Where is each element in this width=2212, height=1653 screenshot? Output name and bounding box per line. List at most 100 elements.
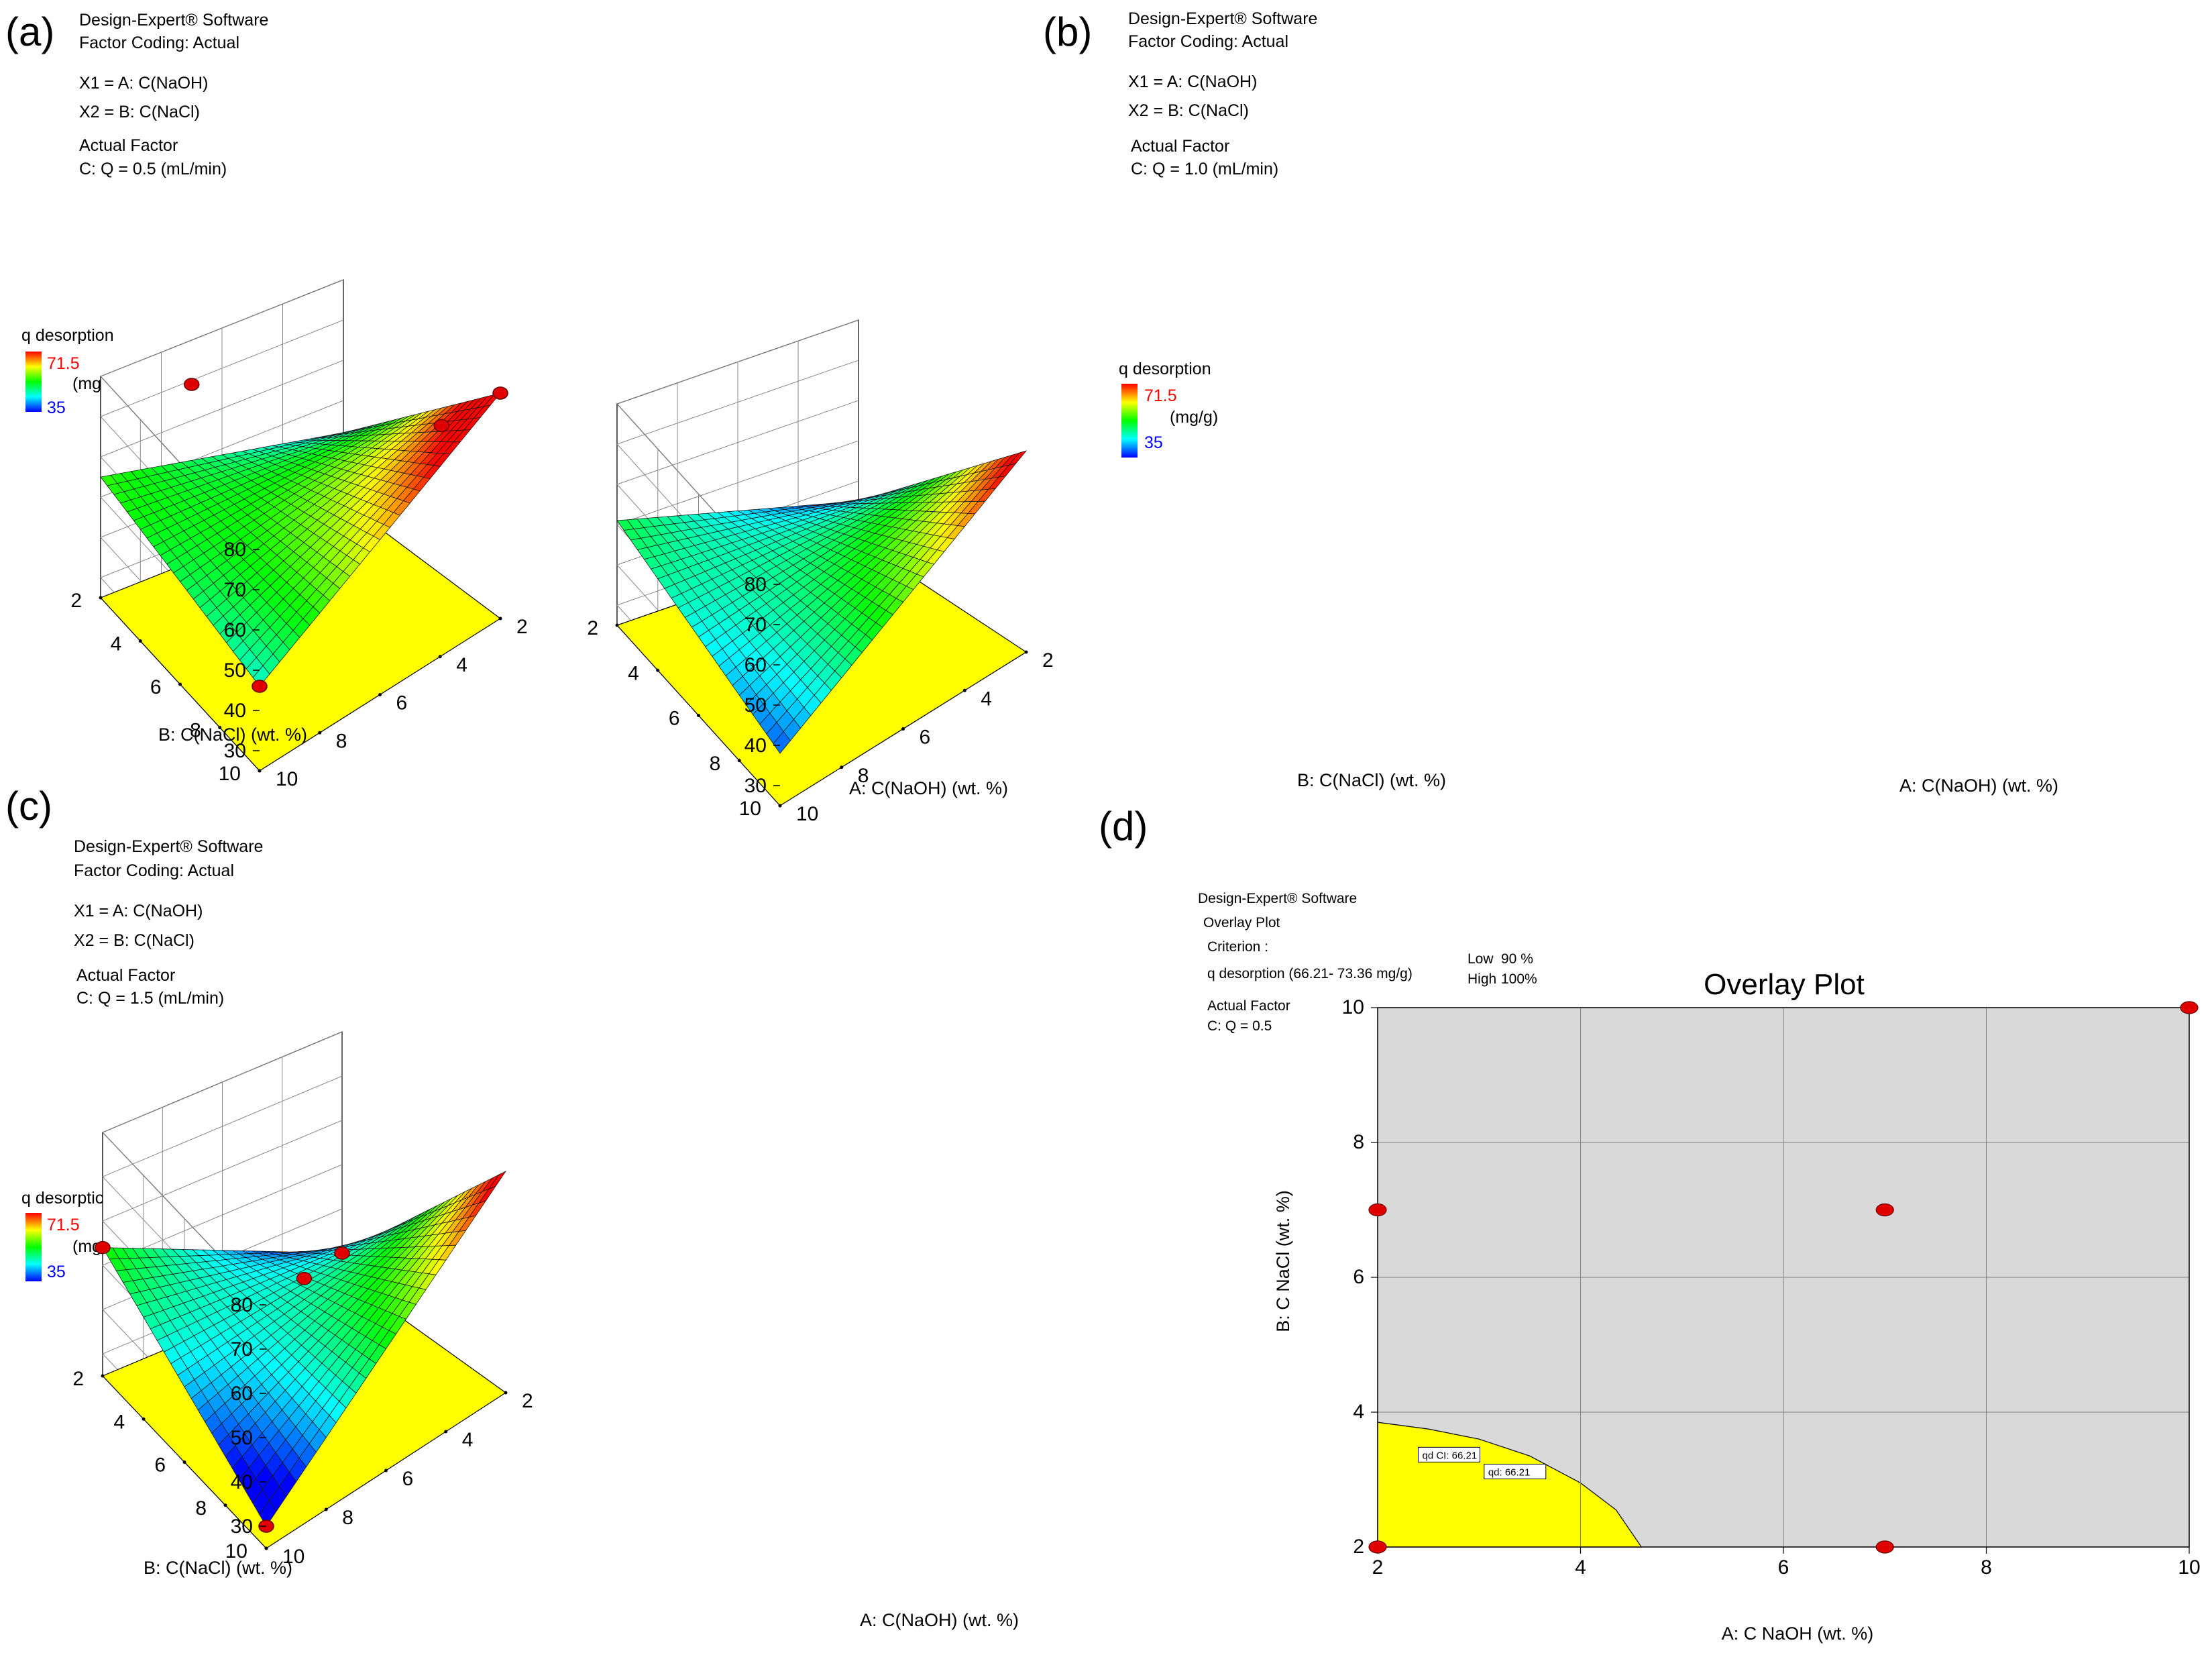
legend-response: q desorption	[21, 326, 114, 345]
actual-factor-title: Actual Factor	[79, 136, 178, 155]
criterion-label: q desorption (66.21- 73.36 mg/g)	[1207, 966, 1413, 981]
legend-gradient	[25, 352, 42, 412]
a-tick-mark	[318, 731, 322, 735]
z-tick-label: 30	[224, 740, 246, 762]
overlay-plot-label: Overlay Plot	[1203, 915, 1280, 930]
a-tick-mark	[384, 1469, 388, 1473]
actual-factor-title: Actual Factor	[1207, 998, 1290, 1014]
legend-unit: (mg/g)	[1170, 408, 1218, 427]
x1-label: X1 = A: C(NaOH)	[1128, 72, 1257, 91]
a-tick-mark	[504, 1391, 508, 1395]
b-tick-label: 8	[195, 1497, 207, 1519]
legend-response: q desorption	[21, 1189, 114, 1208]
legend-gradient	[25, 1213, 42, 1281]
design-point	[1875, 1540, 1894, 1554]
b-axis-label: B: C(NaCl) (wt. %)	[158, 725, 307, 745]
x-tick-label: 10	[2178, 1556, 2200, 1579]
b-tick-label: 6	[669, 708, 680, 730]
a-tick-mark	[324, 1507, 328, 1511]
y-tick-label: 8	[1353, 1131, 1364, 1153]
panel-d: (d) Design-Expert® Software Overlay Plot…	[1099, 804, 2201, 1644]
coding-label: Factor Coding: Actual	[79, 34, 239, 52]
b-tick-label: 2	[587, 617, 598, 639]
z-tick-label: 70	[224, 579, 246, 601]
surface-plot: 30 40 50 60 70 80 2 4 6 8 10 2 4 6 8 10	[587, 319, 1054, 825]
flag-label: qd CI: 66.21	[1423, 1450, 1478, 1461]
b-tick-mark	[697, 714, 700, 717]
design-point	[1368, 1203, 1387, 1217]
actual-factor-value: C: Q = 0.5	[1207, 1018, 1272, 1034]
y-tick-label: 2	[1353, 1536, 1364, 1558]
color-legend: q desorption 71.5 (mg/g) 35	[21, 326, 121, 417]
b-tick-mark	[138, 639, 142, 643]
actual-factor-value: C: Q = 1.0 (mL/min)	[1131, 160, 1278, 178]
panel-a: (a) Design-Expert® Software Factor Codin…	[5, 9, 1008, 798]
overlay-title: Overlay Plot	[1704, 968, 1865, 1001]
legend-high: 71.5	[47, 1216, 80, 1234]
a-tick-label: 2	[522, 1390, 533, 1412]
b-tick-mark	[178, 682, 182, 686]
flag-label: qd: 66.21	[1488, 1467, 1531, 1478]
surface-plot: 30 40 50 60 70 80 2 4 6 8 10 2 4 6 8 10	[72, 1031, 533, 1568]
design-point	[184, 378, 200, 391]
y-tick-label: 6	[1353, 1266, 1364, 1288]
overlay-plot: 2 4 6 8 10 2 4 6 8 10 qd CI: 66.21 qd: 66.21	[1342, 996, 2201, 1579]
b-tick-mark	[615, 623, 619, 627]
design-point	[252, 680, 268, 693]
b-tick-label: 6	[150, 676, 162, 698]
a-tick-label: 10	[276, 768, 298, 790]
b-tick-mark	[737, 759, 741, 763]
a-tick-label: 8	[336, 730, 347, 752]
high-value: 100%	[1501, 971, 1537, 987]
b-axis-label: B: C(NaCl) (wt. %)	[1297, 770, 1446, 790]
software-label: Design-Expert® Software	[74, 837, 263, 856]
software-label: Design-Expert® Software	[1198, 891, 1357, 906]
surface-cell	[259, 1499, 277, 1527]
plot-frame	[1377, 1007, 2190, 1548]
x1-label: X1 = A: C(NaOH)	[74, 902, 203, 920]
b-axis-label: B: C(NaCl) (wt. %)	[144, 1558, 292, 1578]
software-label: Design-Expert® Software	[1128, 9, 1317, 28]
color-legend: q desorption 71.5 (mg/g) 35	[1119, 360, 1218, 458]
b-tick-label: 8	[190, 720, 201, 742]
y-tick-label: 10	[1342, 996, 1364, 1018]
z-tick-label: 50	[744, 694, 767, 716]
panel-c: (c) Design-Expert® Software Factor Codin…	[5, 784, 1019, 1630]
z-tick-label: 80	[231, 1294, 253, 1316]
a-tick-mark	[962, 688, 966, 692]
design-point	[95, 1240, 111, 1255]
a-axis-label: A: C(NaOH) (wt. %)	[860, 1610, 1019, 1630]
x-tick-label: 2	[1372, 1556, 1384, 1579]
a-tick-label: 4	[462, 1429, 474, 1451]
a-tick-mark	[1024, 650, 1028, 654]
x1-label: X1 = A: C(NaOH)	[79, 74, 208, 93]
b-tick-mark	[99, 596, 103, 600]
actual-factor-title: Actual Factor	[76, 966, 175, 985]
legend-low: 35	[1144, 433, 1163, 452]
legend-gradient	[1121, 384, 1138, 458]
legend-response: q desorption	[1119, 360, 1211, 378]
x-axis-label: A: C NaOH (wt. %)	[1722, 1623, 1874, 1644]
b-tick-label: 2	[70, 590, 82, 612]
x-tick-label: 4	[1575, 1556, 1586, 1579]
b-tick-mark	[223, 1503, 227, 1507]
flag-box	[1418, 1446, 1480, 1462]
a-tick-mark	[264, 1546, 268, 1550]
a-tick-label: 6	[396, 692, 408, 714]
a-tick-label: 4	[981, 688, 992, 710]
z-tick-label: 70	[231, 1338, 253, 1361]
x-tick-label: 6	[1778, 1556, 1789, 1579]
design-point	[1875, 1203, 1894, 1217]
design-point	[334, 1246, 350, 1260]
a-axis-label: A: C(NaOH) (wt. %)	[1899, 776, 2058, 796]
a-tick-label: 4	[456, 654, 467, 676]
design-point	[1368, 1540, 1387, 1554]
b-tick-label: 4	[628, 662, 639, 684]
z-tick-label: 50	[224, 659, 246, 682]
legend-low: 35	[47, 398, 66, 417]
a-tick-label: 2	[516, 616, 528, 638]
a-tick-mark	[438, 655, 442, 659]
a-tick-label: 2	[1042, 649, 1054, 672]
b-tick-label: 10	[225, 1540, 247, 1562]
